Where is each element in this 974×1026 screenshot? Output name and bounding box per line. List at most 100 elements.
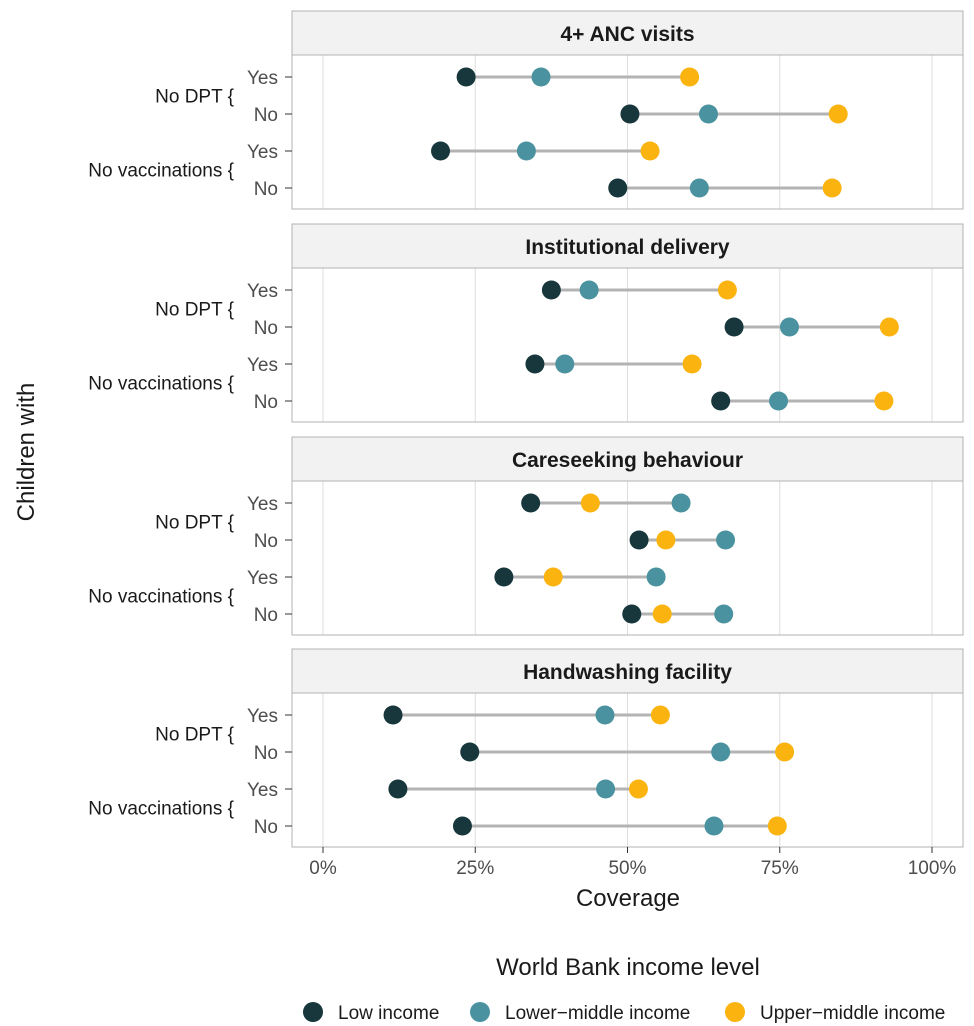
point-low [711, 391, 731, 411]
panel-title: Handwashing facility [523, 661, 732, 684]
point-upper-middle [879, 317, 899, 337]
y-tick-label: No [254, 392, 278, 413]
point-low [383, 705, 403, 725]
panel-title: Institutional delivery [525, 236, 730, 259]
row-group-label: No vaccinations { [88, 374, 234, 395]
point-low [608, 178, 628, 198]
point-low [460, 742, 480, 762]
row-group-label: No DPT { [155, 725, 235, 746]
point-upper-middle [775, 742, 795, 762]
point-low [452, 816, 472, 836]
point-upper-middle [580, 493, 600, 513]
point-low [541, 280, 561, 300]
point-low [629, 530, 649, 550]
panel-strip [291, 436, 964, 482]
legend-entry: Upper−middle income [725, 1002, 945, 1024]
row-group-label: No vaccinations { [88, 799, 234, 820]
legend-key [470, 1002, 490, 1022]
y-tick-label: No [254, 105, 278, 126]
panel-border [291, 480, 964, 636]
row-group-label: No DPT { [155, 513, 235, 534]
x-axis-title: Coverage [576, 885, 680, 912]
legend-label: Upper−middle income [760, 1003, 945, 1024]
point-upper-middle [656, 530, 676, 550]
point-low [525, 354, 545, 374]
row-group-label: No vaccinations { [88, 161, 234, 182]
panel-strip [291, 10, 964, 56]
y-tick-label: Yes [247, 355, 278, 376]
y-tick-label: No [254, 179, 278, 200]
axis-labels: Yes No Yes No No DPT { No vaccinations { Yes No… [88, 68, 956, 879]
legend-entry: Lower−middle income [470, 1002, 690, 1024]
point-upper-middle [874, 391, 894, 411]
y-tick-label: Yes [247, 281, 278, 302]
point-low [521, 493, 541, 513]
legend-key [303, 1002, 323, 1022]
point-upper-middle [717, 280, 737, 300]
panel-title: Careseeking behaviour [512, 449, 743, 472]
point-lower-middle [689, 178, 709, 198]
point-upper-middle [650, 705, 670, 725]
point-upper-middle [628, 779, 648, 799]
panel-strip [291, 648, 964, 694]
panel-border [291, 267, 964, 423]
legend-label: Low income [338, 1003, 439, 1024]
point-lower-middle [531, 67, 551, 87]
y-tick-label: No [254, 605, 278, 626]
point-upper-middle [640, 141, 660, 161]
point-lower-middle [516, 141, 536, 161]
panel: 4+ ANC visits [291, 10, 964, 210]
point-upper-middle [680, 67, 700, 87]
y-axis-title: Children with [13, 383, 40, 522]
y-tick-label: Yes [247, 494, 278, 515]
y-tick-label: Yes [247, 568, 278, 589]
legend: Low income Lower−middle income Upper−middl… [303, 1002, 945, 1024]
x-tick-label: 50% [608, 858, 646, 879]
y-tick-label: No [254, 318, 278, 339]
legend-key [725, 1002, 745, 1022]
x-tick-label: 0% [309, 858, 337, 879]
point-low [620, 104, 640, 124]
point-low [622, 604, 642, 624]
x-tick-label: 100% [908, 858, 957, 879]
point-lower-middle [646, 567, 666, 587]
point-lower-middle [714, 604, 734, 624]
point-lower-middle [704, 816, 724, 836]
legend-label: Lower−middle income [505, 1003, 690, 1024]
point-lower-middle [779, 317, 799, 337]
point-lower-middle [555, 354, 575, 374]
point-upper-middle [822, 178, 842, 198]
row-group-label: No vaccinations { [88, 587, 234, 608]
point-upper-middle [652, 604, 672, 624]
y-tick-label: Yes [247, 706, 278, 727]
point-low [456, 67, 476, 87]
point-upper-middle [543, 567, 563, 587]
panel-border [291, 54, 964, 210]
row-group-label: No DPT { [155, 87, 235, 108]
point-lower-middle [596, 779, 616, 799]
point-lower-middle [769, 391, 789, 411]
point-lower-middle [711, 742, 731, 762]
y-tick-label: Yes [247, 68, 278, 89]
point-low [388, 779, 408, 799]
y-tick-label: No [254, 743, 278, 764]
legend-entry: Low income [303, 1002, 439, 1024]
point-lower-middle [698, 104, 718, 124]
panel: Institutional delivery [291, 223, 964, 423]
panel: Careseeking behaviour [291, 436, 964, 636]
x-tick-label: 75% [761, 858, 799, 879]
point-upper-middle [767, 816, 787, 836]
row-group-label: No DPT { [155, 300, 235, 321]
point-low [494, 567, 514, 587]
x-tick-label: 25% [456, 858, 494, 879]
legend-title: World Bank income level [496, 954, 760, 981]
y-tick-label: No [254, 817, 278, 838]
y-tick-label: Yes [247, 780, 278, 801]
point-lower-middle [579, 280, 599, 300]
point-low [431, 141, 451, 161]
point-upper-middle [828, 104, 848, 124]
panel: Handwashing facility [291, 648, 964, 848]
point-lower-middle [671, 493, 691, 513]
point-upper-middle [682, 354, 702, 374]
